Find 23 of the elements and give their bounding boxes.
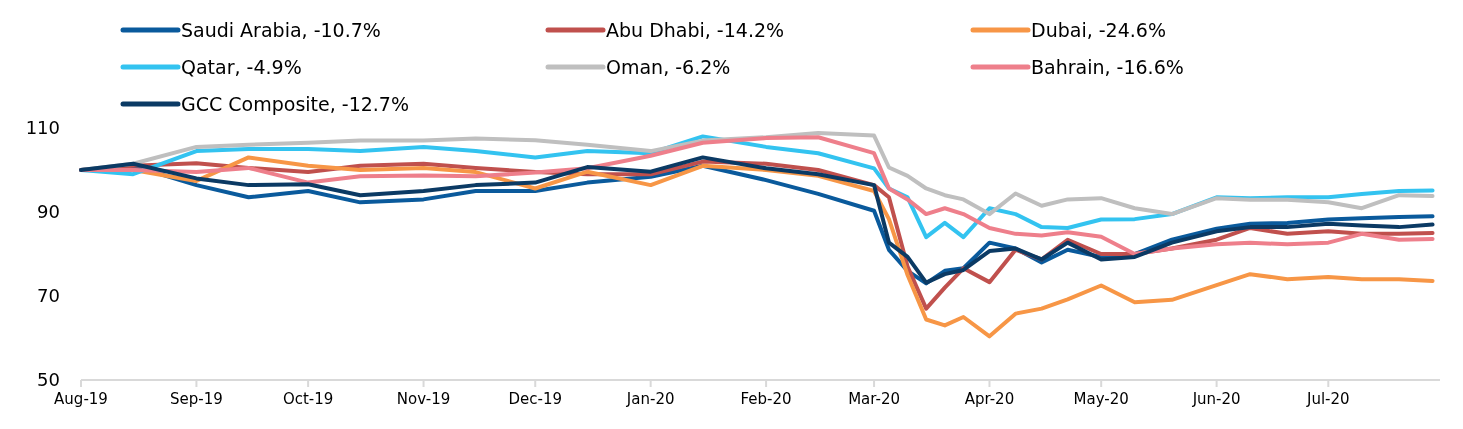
legend-label: Saudi Arabia, -10.7% — [181, 19, 381, 41]
legend-label: GCC Composite, -12.7% — [181, 93, 409, 115]
legend-label: Abu Dhabi, -14.2% — [606, 19, 785, 41]
x-tick-label: Sep-19 — [170, 390, 223, 408]
legend-label: Oman, -6.2% — [606, 56, 731, 78]
y-tick-label: 90 — [37, 201, 60, 222]
x-tick-label: Aug-19 — [54, 390, 108, 408]
y-tick-label: 110 — [25, 117, 60, 138]
x-tick-label: Oct-19 — [282, 390, 334, 408]
x-tick-label: Dec-19 — [508, 390, 563, 408]
x-tick-label: Jan-20 — [625, 390, 675, 408]
x-tick-label: Feb-20 — [740, 390, 792, 408]
x-tick-label: Jun-20 — [1191, 390, 1241, 408]
x-tick-label: Nov-19 — [396, 390, 451, 408]
legend-label: Qatar, -4.9% — [181, 56, 302, 78]
legend-label: Dubai, -24.6% — [1031, 19, 1166, 41]
x-tick-label: May-20 — [1073, 390, 1129, 408]
x-tick-label: Jul-20 — [1306, 390, 1350, 408]
legend-label: Bahrain, -16.6% — [1031, 56, 1184, 78]
x-tick-label: Apr-20 — [964, 390, 1015, 408]
y-tick-label: 70 — [37, 285, 60, 306]
x-tick-label: Mar-20 — [848, 390, 900, 408]
y-tick-label: 50 — [37, 369, 60, 390]
